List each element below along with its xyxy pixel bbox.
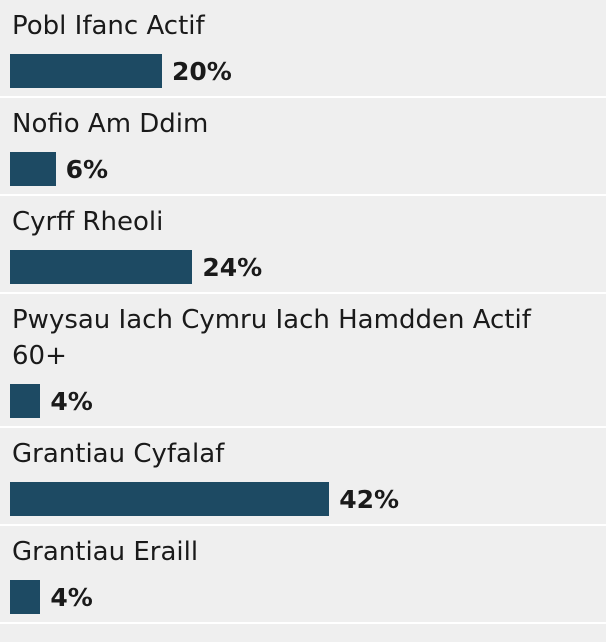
bar <box>10 250 193 284</box>
bar <box>10 580 41 614</box>
bar <box>10 54 162 88</box>
bar-item: Pwysau Iach Cymru Iach Hamdden Actif 60+… <box>0 294 606 428</box>
bar <box>10 152 56 186</box>
value-label: 42% <box>339 484 400 514</box>
bar-row: 20% <box>10 54 606 88</box>
bar-row: 4% <box>10 384 606 418</box>
value-label: 4% <box>50 582 93 612</box>
bar <box>10 384 41 418</box>
bar-item: Grantiau Eraill 4% <box>0 526 606 624</box>
bar-row: 42% <box>10 482 606 516</box>
category-label: Pwysau Iach Cymru Iach Hamdden Actif 60+ <box>12 305 531 371</box>
bar-row: 6% <box>10 152 606 186</box>
bar-row: 24% <box>10 250 606 284</box>
category-label: Cyrff Rheoli <box>12 207 164 237</box>
category-label: Pobl Ifanc Actif <box>12 11 205 41</box>
bar-item: Cyrff Rheoli 24% <box>0 196 606 294</box>
value-label: 20% <box>172 56 232 86</box>
value-label: 4% <box>50 386 93 416</box>
bar-item: Nofio Am Ddim 6% <box>0 98 606 196</box>
value-label: 6% <box>65 154 109 184</box>
category-label: Nofio Am Ddim <box>12 109 209 139</box>
bar-row: 4% <box>10 580 606 614</box>
bar-item: Pobl Ifanc Actif 20% <box>0 0 606 98</box>
bar-item: Grantiau Cyfalaf 42% <box>0 428 606 526</box>
category-label: Grantiau Eraill <box>12 537 199 567</box>
category-label: Grantiau Cyfalaf <box>12 439 225 469</box>
value-label: 24% <box>202 252 263 282</box>
bar <box>10 482 330 516</box>
